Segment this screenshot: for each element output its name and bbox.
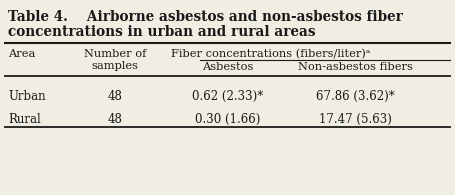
Text: Rural: Rural [8, 113, 41, 126]
Text: Table 4.    Airborne asbestos and non-asbestos fiber: Table 4. Airborne asbestos and non-asbes… [8, 10, 403, 24]
Text: Urban: Urban [8, 90, 46, 103]
Text: Area: Area [8, 49, 35, 59]
Text: samples: samples [91, 61, 138, 71]
Text: 67.86 (3.62)*: 67.86 (3.62)* [316, 90, 394, 103]
Text: concentrations in urban and rural areas: concentrations in urban and rural areas [8, 25, 315, 39]
Text: Non-asbestos fibers: Non-asbestos fibers [298, 62, 412, 72]
Text: Asbestos: Asbestos [202, 62, 254, 72]
Text: 0.30 (1.66): 0.30 (1.66) [195, 113, 261, 126]
Text: 0.62 (2.33)*: 0.62 (2.33)* [192, 90, 263, 103]
Text: 48: 48 [107, 90, 122, 103]
Text: Number of: Number of [84, 49, 146, 59]
Text: Fiber concentrations (fibers/liter)ᵃ: Fiber concentrations (fibers/liter)ᵃ [171, 49, 370, 59]
Text: 17.47 (5.63): 17.47 (5.63) [318, 113, 391, 126]
Text: 48: 48 [107, 113, 122, 126]
